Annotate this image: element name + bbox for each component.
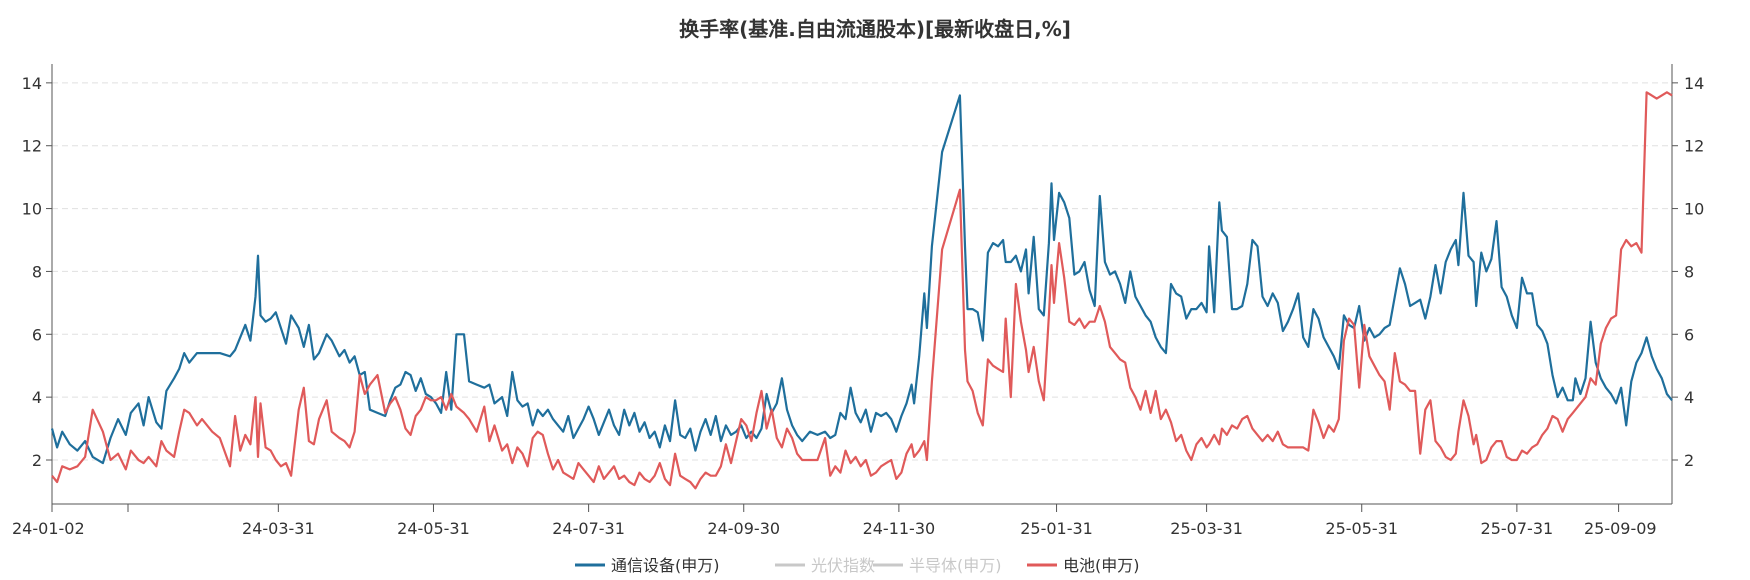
series-line-0: [50, 94, 1673, 465]
y-axis-left: 2 4 6 8 10 12 14: [22, 74, 52, 470]
x-tick-label: 24-07-31: [552, 519, 625, 538]
series-line-1: [51, 91, 1673, 490]
y-tick-label-right: 14: [1684, 74, 1704, 93]
legend-item[interactable]: 光伏指数: [775, 556, 875, 575]
x-tick-label: 25-07-31: [1481, 519, 1554, 538]
y-tick-label-left: 12: [22, 137, 42, 156]
series-lines: [50, 91, 1673, 490]
x-tick-label: 24-11-30: [863, 519, 936, 538]
y-tick-label-left: 14: [22, 74, 42, 93]
x-tick-label: 24-05-31: [397, 519, 470, 538]
legend-label: 半导体(申万): [909, 556, 1002, 575]
y-tick-label-left: 8: [32, 262, 42, 281]
x-axis: 24-01-02 24-03-31 24-05-31 24-07-31 24-09-30…: [12, 504, 1657, 538]
x-tick-label: 25-05-31: [1325, 519, 1398, 538]
y-tick-label-left: 6: [32, 325, 42, 344]
x-tick-label: 24-09-30: [707, 519, 780, 538]
x-tick-label: 25-01-31: [1020, 519, 1093, 538]
legend[interactable]: 通信设备(申万) 光伏指数 半导体(申万) 电池(申万): [575, 556, 1140, 575]
legend-item[interactable]: 电池(申万): [1027, 556, 1140, 575]
y-tick-label-right: 2: [1684, 451, 1694, 470]
y-tick-label-right: 12: [1684, 137, 1704, 156]
gridlines: [52, 82, 1672, 461]
y-tick-label-right: 6: [1684, 325, 1694, 344]
y-tick-label-right: 10: [1684, 200, 1704, 219]
legend-label: 光伏指数: [811, 556, 875, 575]
x-tick-label: 25-03-31: [1170, 519, 1243, 538]
y-tick-label-left: 10: [22, 200, 42, 219]
y-axis-right: 2 4 6 8 10 12 14: [1672, 74, 1704, 470]
x-tick-label: 25-09-09: [1584, 519, 1657, 538]
legend-item[interactable]: 通信设备(申万): [575, 556, 720, 575]
x-tick-label: 24-01-02: [12, 519, 85, 538]
y-tick-label-left: 2: [32, 451, 42, 470]
y-tick-label-right: 8: [1684, 262, 1694, 281]
legend-label: 通信设备(申万): [611, 556, 720, 575]
legend-label: 电池(申万): [1063, 556, 1140, 575]
legend-item[interactable]: 半导体(申万): [873, 556, 1002, 575]
y-tick-label-left: 4: [32, 388, 42, 407]
chart-title: 换手率(基准.自由流通股本)[最新收盘日,%]: [679, 17, 1071, 41]
x-tick-label: 24-03-31: [242, 519, 315, 538]
y-tick-label-right: 4: [1684, 388, 1694, 407]
